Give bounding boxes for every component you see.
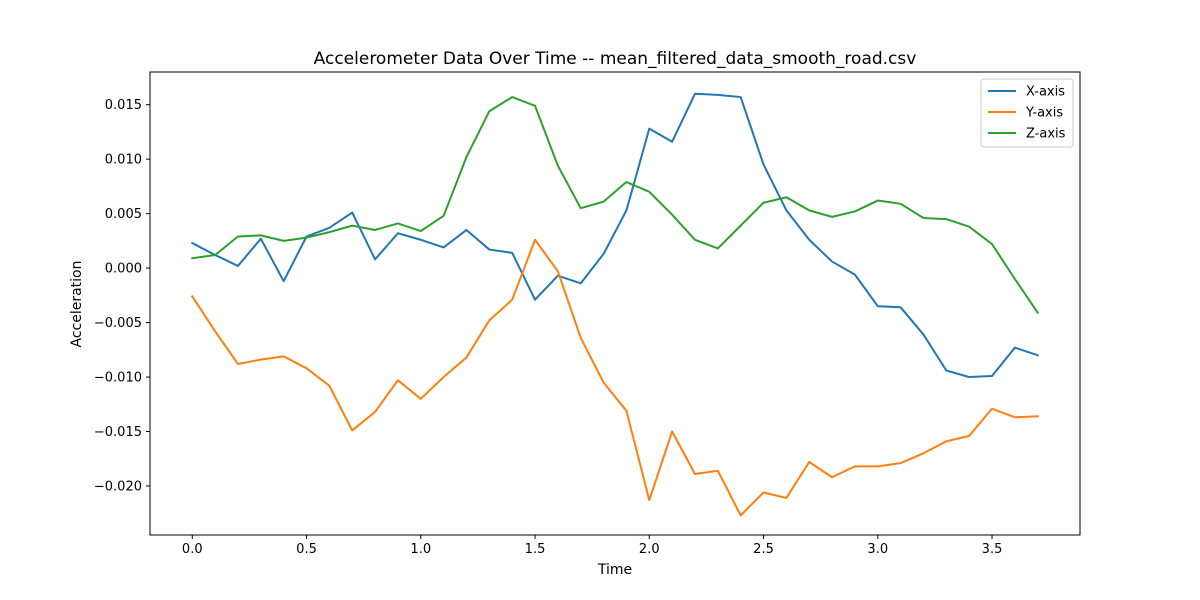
legend: X-axis Y-axis Z-axis	[980, 78, 1074, 148]
y-tick-label: 0.005	[105, 207, 142, 222]
x-tick-label: 1.5	[525, 542, 546, 557]
series-line-y-axis	[190, 238, 1039, 517]
x-tick-label: 2.5	[753, 542, 774, 557]
y-tick-label: −0.020	[94, 479, 142, 494]
y-tick-label: 0.010	[105, 153, 142, 168]
x-tick-label: 3.5	[982, 542, 1003, 557]
y-tick-label: −0.015	[94, 425, 142, 440]
plot-frame	[149, 71, 1081, 536]
x-axis-label: Time	[597, 562, 632, 578]
x-tick-label: 0.0	[182, 542, 203, 557]
y-tick-label: −0.005	[94, 316, 142, 331]
ticks-layer: 0.0 0.5 1.0 1.5 2.0 2.5 3.0 3.5 −0.020 −0.015 −0.0…	[94, 98, 1002, 557]
series-layer	[190, 92, 1040, 517]
x-tick-label: 0.5	[296, 542, 317, 557]
chart-title: Accelerometer Data Over Time -- mean_fil…	[314, 49, 917, 69]
y-tick-label: 0.000	[105, 262, 142, 277]
y-tick-label: −0.010	[94, 371, 142, 386]
series-line-x-axis	[190, 92, 1039, 379]
series-line-z-axis	[191, 96, 1040, 315]
x-tick-label: 3.0	[867, 542, 888, 557]
legend-label-y-axis: Y-axis	[1025, 106, 1063, 121]
legend-label-z-axis: Z-axis	[1026, 127, 1066, 142]
y-axis-label: Acceleration	[69, 261, 85, 348]
legend-label-x-axis: X-axis	[1026, 85, 1065, 100]
legend-box	[980, 78, 1074, 148]
x-tick-label: 2.0	[639, 542, 660, 557]
x-tick-label: 1.0	[410, 542, 431, 557]
y-tick-label: 0.015	[105, 98, 142, 113]
